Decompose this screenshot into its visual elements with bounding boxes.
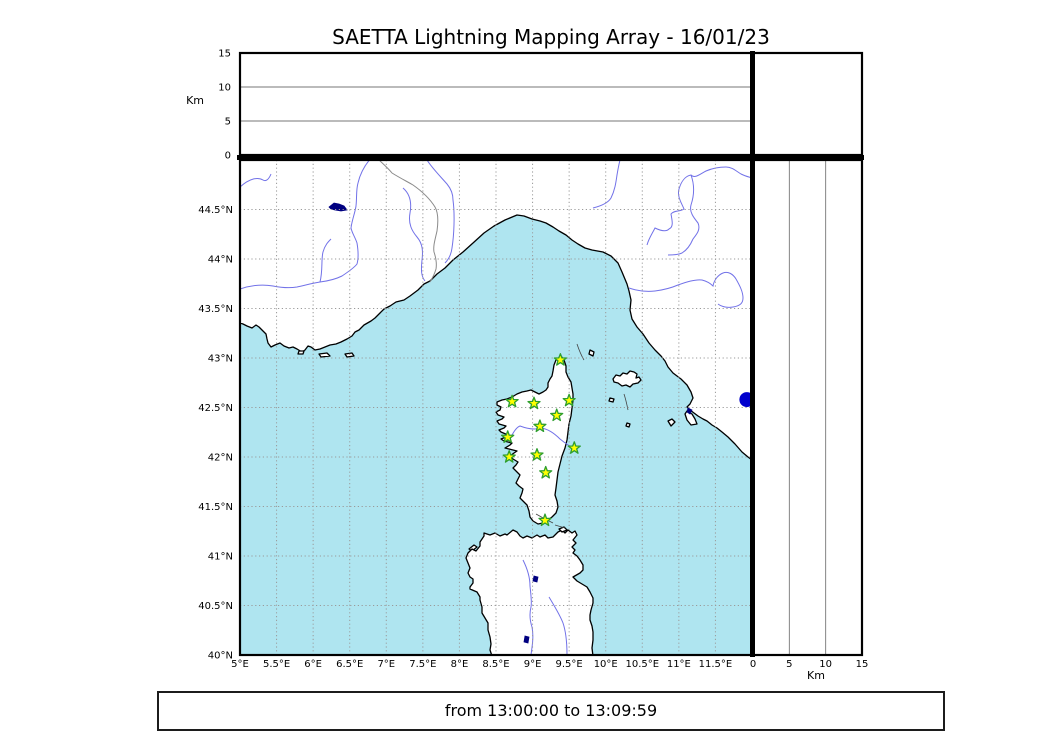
sardinia-lake: [523, 635, 530, 644]
montecristo-island: [625, 422, 631, 428]
maddalena-islet: [558, 526, 568, 533]
station-star-icon: [538, 513, 552, 527]
lat-tick-label: 41.5°N: [198, 502, 233, 513]
lat-tick-label: 41°N: [208, 552, 233, 563]
pianosa-island: [608, 397, 615, 403]
lon-tick-label: 9°E: [524, 659, 542, 670]
altitude-axis-label: Km: [186, 94, 204, 107]
lon-tick-label: 7.5°E: [409, 659, 436, 670]
station-star-icon: [501, 430, 515, 443]
corsica-island: [495, 355, 574, 525]
altitude-tick-label: 10: [218, 83, 231, 94]
rivers: [240, 160, 752, 655]
corner-panel: [753, 53, 862, 155]
station-star-icon: [539, 465, 553, 479]
lat-tick-label: 40°N: [208, 651, 233, 662]
lon-tick-label: 7°E: [377, 659, 395, 670]
lakes: [328, 202, 693, 644]
edge-event-marker: [739, 392, 752, 408]
altitude-tick-label: 5: [786, 659, 792, 670]
lon-tick-label: 11.5°E: [699, 659, 733, 670]
lon-tick-label: 11°E: [667, 659, 691, 670]
land-masses: [240, 160, 752, 655]
lon-tick-label: 9.5°E: [556, 659, 583, 670]
figure-title: SAETTA Lightning Mapping Array - 16/01/2…: [332, 25, 770, 49]
lat-tick-label: 44.5°N: [198, 205, 233, 216]
lat-tick-label: 43.5°N: [198, 304, 233, 315]
riou-islet: [297, 350, 305, 355]
elba-island: [612, 370, 642, 388]
corner-panel-frame: [751, 51, 864, 157]
altitude-tick-label: 10: [819, 659, 832, 670]
station-star-icon: [527, 396, 541, 410]
altitude-panel: [240, 53, 752, 155]
map-gridlines: [240, 160, 752, 655]
time-range-text: from 13:00:00 to 13:09:59: [444, 701, 658, 720]
altitude-tick-label: 0: [750, 659, 756, 670]
lon-tick-label: 10.5°E: [625, 659, 659, 670]
lon-tick-label: 8.5°E: [482, 659, 509, 670]
station-star-icon: [550, 408, 564, 422]
station-star-icon: [502, 450, 516, 463]
lat-tick-label: 42°N: [208, 453, 233, 464]
sardinia-island: [465, 529, 594, 655]
altitude-tick-label: 5: [225, 117, 231, 128]
lon-tick-label: 8°E: [451, 659, 469, 670]
piombino-lagoon: [686, 407, 693, 415]
edge-marker-layer: [739, 392, 752, 408]
station-star-icon: [533, 419, 547, 433]
station-star-icon: [505, 394, 519, 408]
station-star-icon: [562, 393, 576, 407]
lon-tick-label: 5.5°E: [263, 659, 290, 670]
lon-tick-label: 5°E: [231, 659, 249, 670]
lon-tick-label: 10°E: [594, 659, 618, 670]
stations-layer: [501, 353, 581, 527]
lat-tick-label: 43°N: [208, 354, 233, 365]
altitude-tick-label: 0: [225, 151, 231, 162]
giglio-island: [667, 418, 676, 427]
altitude-tick-label: 15: [218, 49, 231, 60]
latitude-altitude-panel: [753, 160, 862, 655]
right-panel-gridlines: [788, 160, 827, 655]
mainland-coast: [240, 160, 752, 461]
map-panel: [240, 160, 752, 655]
lat-tick-label: 44°N: [208, 255, 233, 266]
altitude-axis-label: Km: [807, 669, 825, 682]
map-frame: [238, 158, 754, 657]
station-star-icon: [567, 441, 581, 454]
lat-tick-label: 42.5°N: [198, 403, 233, 414]
altitude-panel-gridlines: [240, 86, 752, 122]
time-range-box: from 13:00:00 to 13:09:59: [157, 691, 945, 731]
porquerolles-island: [318, 352, 331, 358]
panel-frames: [237, 51, 864, 657]
capraia-island: [588, 349, 595, 357]
station-star-icon: [530, 448, 544, 461]
sardinia-lake: [532, 575, 539, 583]
lon-tick-label: 6.5°E: [336, 659, 363, 670]
axis-labels: 5°E 5.5°E 6°E 6.5°E 7°E 7.5°E 8°E 8.5°E 9°E 9.5°E…: [186, 49, 868, 683]
altitude-tick-label: 15: [856, 659, 869, 670]
lat-tick-label: 40.5°N: [198, 601, 233, 612]
lon-tick-label: 6°E: [304, 659, 322, 670]
argentario-peninsula: [684, 410, 698, 426]
country-border: [378, 160, 439, 283]
station-star-icon: [553, 353, 568, 366]
